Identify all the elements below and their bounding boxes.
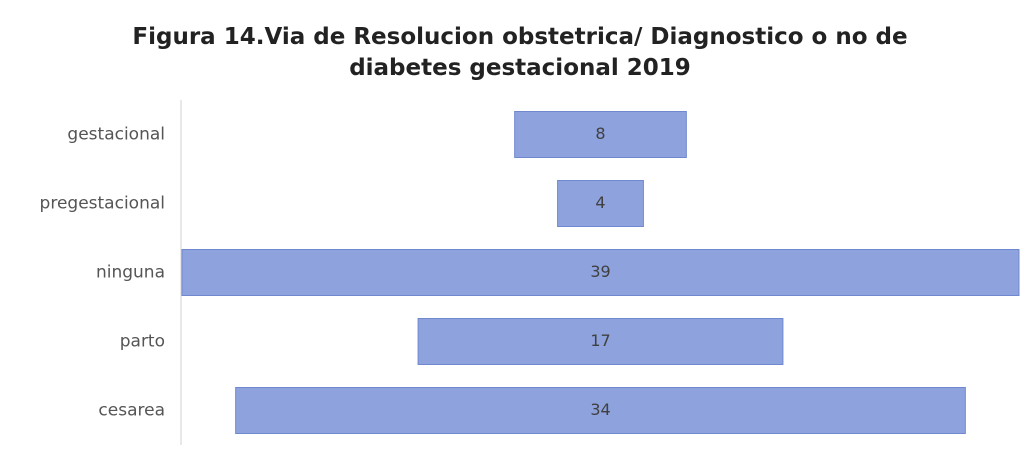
chart-title: Figura 14.Via de Resolucion obstetrica/ … bbox=[132, 24, 908, 81]
data-label: 4 bbox=[595, 193, 605, 212]
category-label: cesarea bbox=[98, 401, 165, 421]
bar bbox=[235, 387, 966, 434]
category-label: gestacional bbox=[67, 125, 165, 145]
bar bbox=[514, 111, 687, 158]
bar bbox=[181, 249, 1020, 296]
category-label: pregestacional bbox=[40, 194, 165, 214]
category-label: ninguna bbox=[96, 263, 165, 283]
data-label: 8 bbox=[595, 124, 605, 143]
data-label: 34 bbox=[590, 400, 610, 419]
bar bbox=[417, 318, 784, 365]
data-label: 17 bbox=[590, 331, 610, 350]
category-label: parto bbox=[120, 332, 165, 352]
bar bbox=[557, 180, 644, 227]
data-label: 39 bbox=[590, 262, 610, 281]
